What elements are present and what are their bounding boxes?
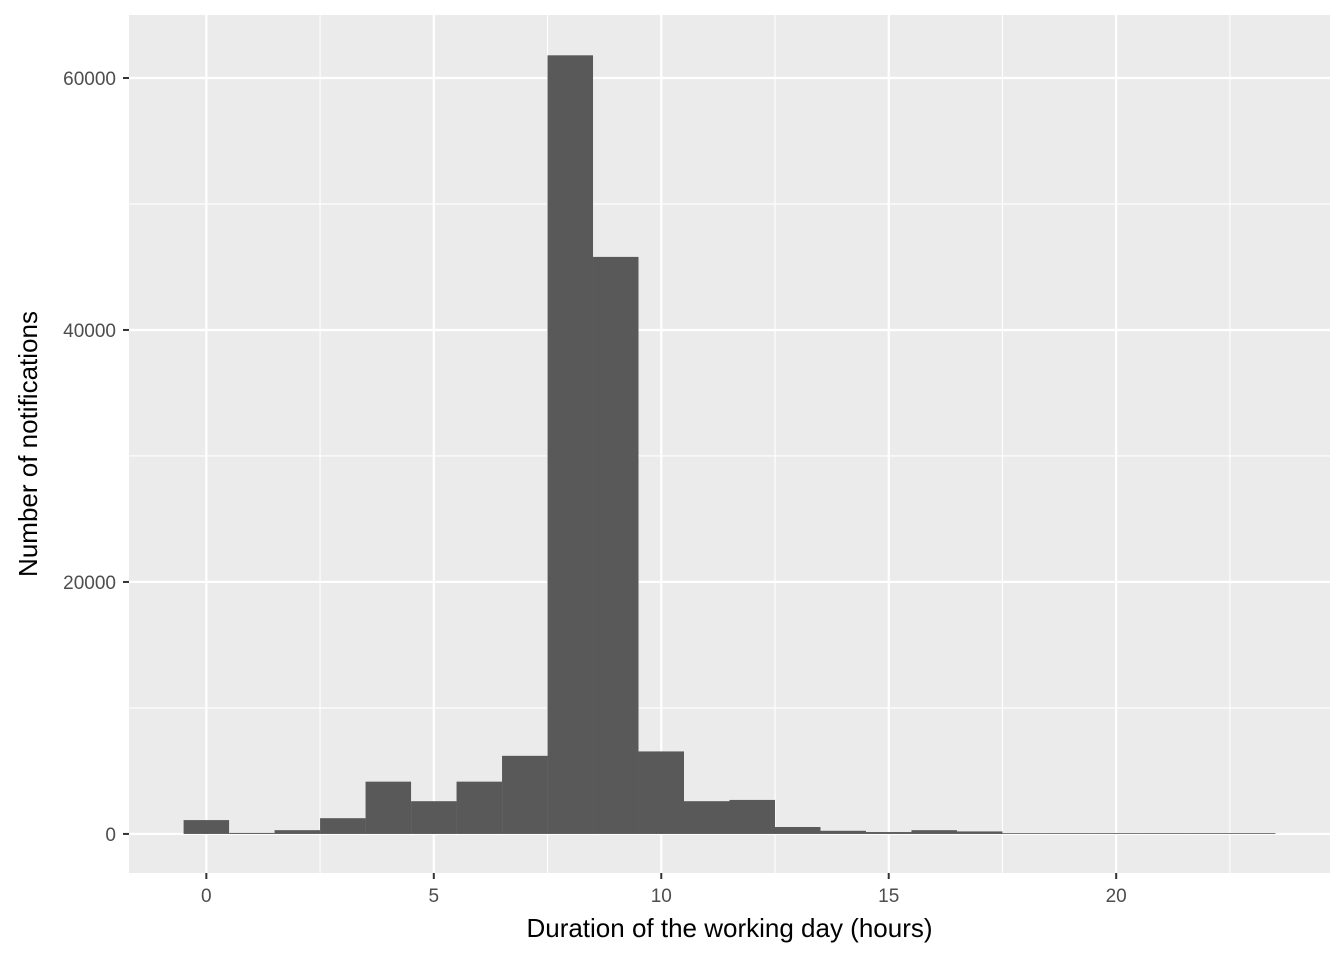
y-axis: 0 20000 40000 60000: [63, 69, 129, 846]
histogram-bar: [502, 755, 548, 834]
histogram-bar: [593, 256, 639, 834]
x-axis: 0 5 10 15 20: [201, 873, 1127, 907]
x-tick-label: 20: [1106, 886, 1127, 907]
histogram-bar: [365, 781, 412, 834]
histogram-bar: [1002, 833, 1048, 834]
histogram-bars: [183, 55, 1276, 834]
histogram-bar: [1093, 833, 1139, 834]
histogram-bar: [638, 751, 685, 834]
histogram-bar: [865, 832, 912, 834]
x-tick-label: 0: [201, 886, 212, 907]
histogram-bar: [774, 827, 821, 834]
histogram-bar: [274, 830, 321, 834]
histogram-bar: [1184, 833, 1230, 834]
histogram-bar: [820, 830, 866, 834]
histogram-bar: [729, 799, 775, 834]
plot-panel: [129, 15, 1330, 873]
y-tick-label: 0: [105, 825, 116, 846]
y-tick-label: 20000: [63, 573, 116, 594]
histogram-bar: [956, 831, 1003, 834]
y-tick-label: 60000: [63, 69, 116, 90]
histogram-bar: [183, 820, 230, 834]
histogram-bar: [911, 830, 957, 834]
histogram-bar: [1138, 833, 1185, 834]
histogram-bar: [229, 832, 275, 834]
y-axis-title: Number of notifications: [13, 311, 43, 577]
histogram-bar: [547, 55, 594, 834]
y-tick-label: 40000: [63, 321, 116, 342]
histogram-bar: [320, 818, 366, 834]
x-axis-title: Duration of the working day (hours): [526, 913, 932, 943]
histogram-bar: [684, 801, 730, 834]
histogram-bar: [411, 801, 457, 834]
x-tick-label: 5: [429, 886, 440, 907]
x-tick-label: 10: [651, 886, 672, 907]
histogram-bar: [456, 781, 503, 834]
x-tick-label: 15: [878, 886, 899, 907]
histogram-bar: [1229, 833, 1276, 834]
histogram-bar: [1047, 833, 1094, 834]
